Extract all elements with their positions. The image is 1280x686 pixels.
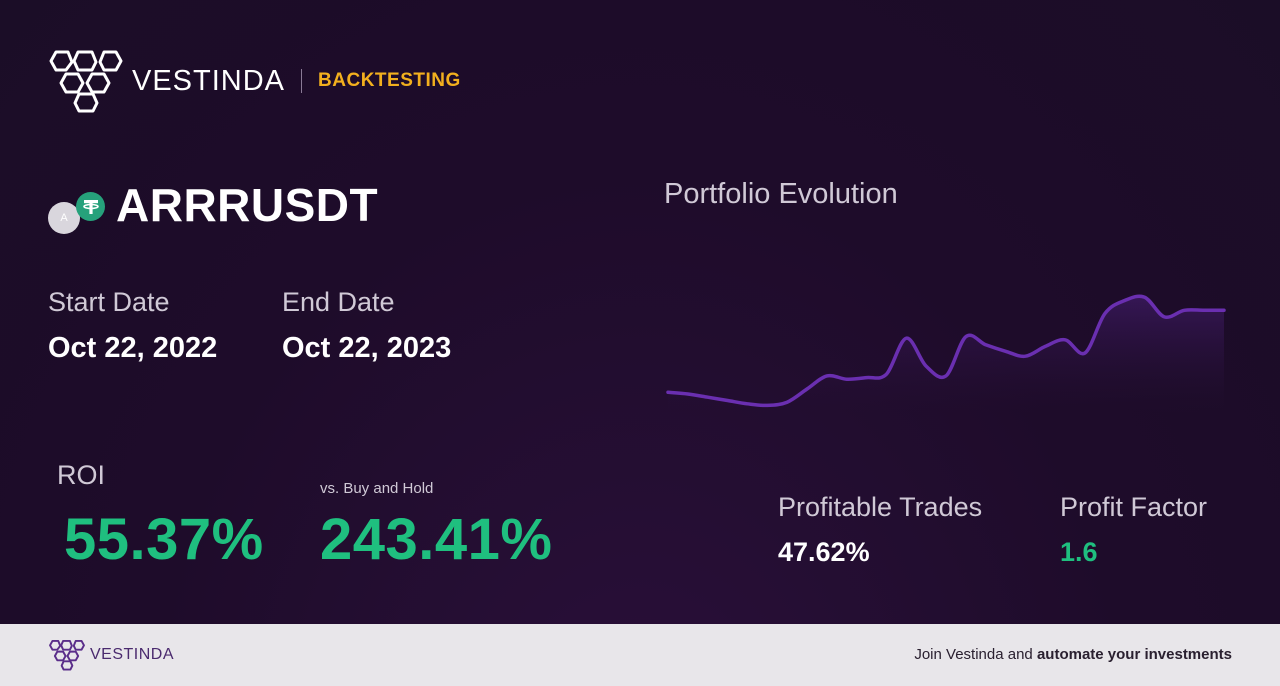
profitable-trades-label: Profitable Trades: [778, 492, 983, 522]
portfolio-chart: [666, 294, 1226, 412]
footer-cta-bold: automate your investments: [1036, 646, 1232, 663]
brand-header: VESTINDA BACKTESTING: [48, 48, 461, 114]
profit-factor-value: 1.6: [1060, 537, 1098, 567]
arrr-coin-icon: A: [48, 202, 80, 234]
chart-title: Portfolio Evolution: [664, 178, 898, 210]
brand-divider: [301, 69, 303, 93]
chart-series-line: [666, 294, 1226, 408]
brand-name: VESTINDA: [132, 64, 286, 97]
vestinda-footer-logo-icon: [49, 639, 85, 671]
start-date-label: Start Date: [48, 287, 170, 317]
trading-pair: A ARRRUSDT: [48, 176, 378, 234]
profitable-trades-value: 47.62%: [778, 537, 870, 567]
footer-brand-name: VESTINDA: [90, 646, 175, 663]
chart-area-fill: [668, 296, 1224, 412]
pair-symbol: ARRRUSDT: [116, 179, 379, 231]
tether-icon: [76, 192, 105, 221]
roi-label: ROI: [57, 460, 106, 490]
profit-factor-label: Profit Factor: [1060, 492, 1208, 522]
backtest-card: VESTINDA BACKTESTING A ARRRUSDT Start Da…: [0, 0, 1280, 624]
end-date-value: Oct 22, 2023: [282, 332, 452, 364]
footer-cta[interactable]: Join Vestinda and automate your investme…: [914, 646, 1232, 663]
start-date-value: Oct 22, 2022: [48, 332, 218, 364]
brand-tag: BACKTESTING: [318, 70, 461, 91]
footer-cta-prefix: Join Vestinda and: [914, 646, 1037, 663]
vestinda-logo-icon: [49, 50, 123, 113]
buy-hold-value: 243.41%: [320, 507, 553, 572]
footer-bar: VESTINDA Join Vestinda and automate your…: [0, 624, 1280, 686]
roi-value: 55.37%: [64, 507, 264, 572]
buy-hold-label: vs. Buy and Hold: [320, 480, 434, 497]
end-date-label: End Date: [282, 287, 395, 317]
